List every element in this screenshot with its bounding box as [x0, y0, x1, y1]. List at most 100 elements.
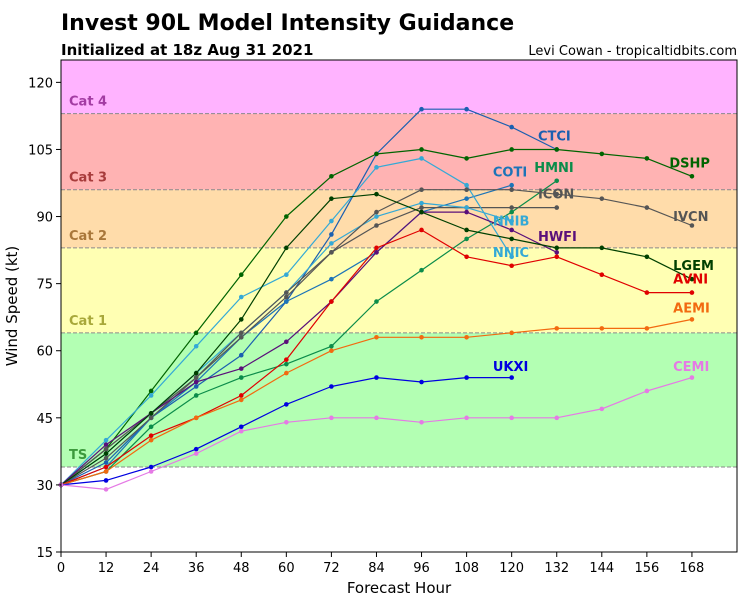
point-dshp: [329, 173, 334, 179]
point-aemi: [284, 370, 289, 376]
point-lgem: [103, 451, 109, 456]
point-nnic: [238, 294, 244, 300]
x-tick-label: 132: [544, 561, 569, 576]
point-ivcn: [284, 290, 289, 295]
point-aemi: [464, 335, 469, 340]
point-avni: [509, 263, 514, 269]
point-lgem: [509, 236, 514, 242]
series-label-hmni: HMNI: [534, 161, 574, 176]
point-coti: [464, 196, 469, 201]
x-tick-label: 156: [634, 561, 659, 576]
x-tick-label: 108: [454, 561, 479, 576]
point-ivcn: [238, 330, 244, 336]
point-ctci: [509, 124, 514, 130]
point-nnib: [419, 200, 424, 206]
point-ivcn: [464, 187, 469, 193]
point-aemi: [554, 326, 560, 331]
point-hmni: [284, 361, 289, 367]
point-cemi: [103, 487, 109, 492]
point-cemi: [509, 415, 514, 421]
point-avni: [419, 227, 424, 233]
point-hmni: [554, 178, 560, 184]
series-label-ctci: CTCI: [538, 130, 571, 145]
point-hwfi: [509, 227, 514, 233]
point-cemi: [689, 375, 695, 380]
series-name-labels: CTCI DSHP HMNI COTI ICON NNIB IVCN HWFI NNIC LGEM…: [493, 130, 714, 375]
series-line-hwfi: [60, 211, 557, 486]
point-aemi: [193, 415, 199, 421]
point-ukxi: [284, 402, 289, 407]
point-ukxi: [238, 424, 244, 430]
point-icon: [509, 205, 514, 210]
series-line-icon: [60, 207, 557, 486]
band-cat-1: [61, 247, 737, 333]
x-tick-label: 72: [323, 561, 340, 576]
point-lgem: [238, 317, 244, 322]
category-labels: TS Cat 1 Cat 2 Cat 3 Cat 4: [69, 95, 107, 463]
point-dshp: [554, 147, 560, 152]
point-icon: [374, 223, 379, 228]
point-aemi: [329, 348, 334, 354]
point-nnic: [329, 218, 334, 224]
chart-subtitle: Initialized at 18z Aug 31 2021: [61, 41, 313, 59]
point-ctci: [103, 460, 109, 465]
point-cemi: [644, 388, 650, 394]
x-tick-label: 168: [680, 561, 705, 576]
point-ctci: [419, 106, 424, 112]
point-ukxi: [193, 446, 199, 452]
chart-title: Invest 90L Model Intensity Guidance: [61, 11, 514, 36]
point-ctci: [238, 352, 244, 358]
point-ctci: [193, 384, 199, 389]
y-tick-label: 120: [28, 76, 53, 91]
point-ukxi: [329, 384, 334, 389]
series-label-nnib: NNIB: [493, 214, 530, 229]
series-label-dshp: DSHP: [669, 156, 710, 171]
point-lgem: [644, 254, 650, 260]
point-aemi: [374, 335, 379, 340]
point-dshp: [148, 388, 154, 394]
point-avni: [554, 254, 560, 260]
point-ivcn: [554, 191, 560, 197]
point-cemi: [599, 406, 605, 412]
point-ukxi: [148, 464, 154, 470]
series-label-lgem: LGEM: [673, 259, 714, 274]
y-axis-ticks: 15 30 45 60 75 90 105 120: [28, 76, 61, 561]
point-dshp: [464, 156, 469, 161]
band-ts: [61, 332, 737, 468]
x-tick-label: 12: [98, 561, 115, 576]
x-tick-label: 36: [188, 561, 205, 576]
point-cemi: [374, 415, 379, 421]
point-cemi: [148, 469, 154, 474]
point-ctci: [329, 232, 334, 237]
point-lgem: [374, 191, 379, 197]
series-line-hmni: [60, 180, 558, 486]
point-hmni: [148, 424, 154, 430]
point-aemi: [509, 330, 514, 336]
point-nnic: [103, 437, 109, 443]
series-label-coti: COTI: [493, 165, 527, 180]
y-tick-label: 30: [36, 479, 53, 494]
point-avni: [103, 464, 109, 470]
point-hwfi: [284, 339, 289, 345]
point-hmni: [464, 236, 469, 242]
point-avni: [644, 290, 650, 295]
point-dshp: [689, 173, 695, 179]
plot-frame: [60, 59, 738, 553]
point-ivcn: [599, 196, 605, 201]
point-cemi: [464, 415, 469, 421]
point-ivcn: [644, 205, 650, 210]
point-hwfi: [238, 366, 244, 371]
series-label-nnic: NNIC: [493, 246, 529, 261]
series-label-cemi: CEMI: [673, 360, 709, 375]
series-label-avni: AVNI: [673, 273, 708, 288]
x-tick-label: 84: [368, 561, 385, 576]
point-avni: [148, 433, 154, 439]
y-axis-label: Wind Speed (kt): [3, 246, 21, 367]
x-axis-label: Forecast Hour: [347, 579, 452, 597]
x-tick-label: 120: [499, 561, 524, 576]
band-label-cat-1: Cat 1: [69, 314, 107, 329]
category-bands: [61, 60, 737, 468]
point-avni: [599, 272, 605, 277]
point-ivcn: [374, 209, 379, 215]
